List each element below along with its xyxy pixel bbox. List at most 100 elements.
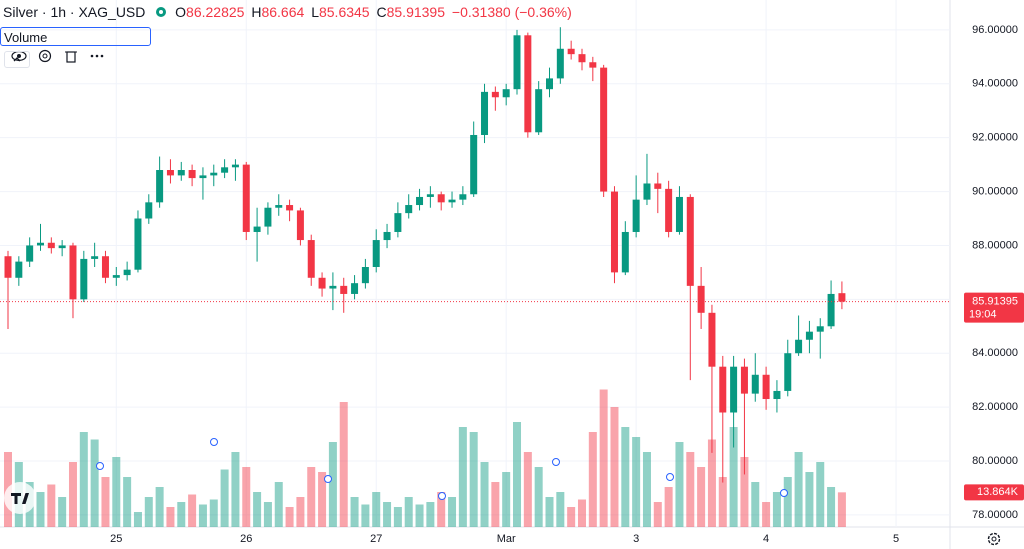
candle-body — [827, 293, 835, 327]
volume-bar — [621, 427, 630, 527]
volume-bar — [740, 457, 749, 527]
y-tick-label: 96.00000 — [972, 24, 1018, 36]
volume-label: Volume — [4, 30, 48, 45]
volume-bar — [642, 452, 651, 527]
volume-bar — [393, 507, 402, 527]
candle-body — [719, 366, 727, 413]
candle-body — [654, 183, 662, 189]
x-tick-label: 5 — [893, 533, 899, 545]
candle-body — [112, 275, 120, 278]
high-value: 86.664 — [261, 4, 305, 20]
volume-bar — [383, 502, 392, 527]
candle-body — [665, 188, 673, 232]
gear-hole — [991, 536, 997, 542]
volume-bar — [523, 452, 532, 527]
l-label: L — [311, 4, 319, 20]
volume-bar — [610, 407, 619, 527]
volume-bar — [458, 427, 467, 527]
volume-bar — [491, 482, 500, 527]
volume-bar — [339, 402, 348, 527]
volume-bar — [112, 457, 121, 527]
candle-body — [600, 67, 608, 192]
y-tick-label: 84.00000 — [972, 347, 1018, 359]
volume-bar — [816, 462, 825, 527]
c-label: C — [376, 4, 387, 20]
volume-bar — [296, 497, 305, 527]
volume-bar — [794, 452, 803, 527]
chevron — [13, 57, 21, 62]
candle-body — [762, 374, 770, 400]
volume-bar — [653, 502, 662, 527]
volume-bar — [242, 467, 251, 527]
volume-legend[interactable]: Volume — [0, 27, 151, 63]
candle-body — [177, 170, 185, 176]
candle-body — [697, 285, 705, 313]
settings-button[interactable] — [987, 532, 1001, 546]
candle-body — [643, 183, 651, 200]
candle-body — [394, 213, 402, 232]
volume-bar — [577, 499, 586, 527]
volume-bar — [79, 432, 88, 527]
volume-bar — [328, 442, 337, 527]
x-tick-label: 26 — [240, 533, 252, 545]
collapse-button[interactable] — [4, 51, 30, 68]
volume-bar — [177, 502, 186, 527]
volume-bar — [783, 477, 792, 527]
candle-body — [372, 240, 380, 268]
candle-body — [91, 256, 99, 259]
volume-bar — [198, 504, 207, 527]
candle-body — [708, 312, 716, 367]
candle-body — [610, 191, 618, 273]
candle-body — [242, 164, 250, 232]
x-tick-label: 25 — [110, 533, 122, 545]
candle-body — [296, 210, 304, 241]
volume-bar — [220, 469, 229, 527]
h-label: H — [251, 4, 262, 20]
volume-bar — [545, 497, 554, 527]
volume-bar — [772, 492, 781, 527]
y-tick-label: 82.00000 — [972, 401, 1018, 413]
candle-body — [805, 331, 813, 340]
candle-body — [491, 91, 499, 98]
candle-body — [383, 231, 391, 241]
countdown: 19:04 — [969, 309, 997, 321]
volume-bar — [426, 502, 435, 527]
candle-body — [329, 285, 337, 289]
candle-body — [4, 256, 12, 278]
candle-body — [795, 339, 803, 354]
candle-body — [318, 277, 326, 289]
volume-bar — [480, 462, 489, 527]
volume-bar — [318, 472, 327, 527]
volume-bar — [827, 487, 836, 527]
volume-bar — [58, 497, 67, 527]
candle-body — [632, 199, 640, 232]
candle-body — [448, 199, 456, 203]
candle-body — [361, 267, 369, 284]
candle-body — [730, 366, 738, 413]
volume-bar — [47, 484, 56, 527]
event-marker — [780, 489, 788, 497]
candle-body — [751, 374, 759, 394]
symbol-title: Silver · 1h · XAG_USD — [3, 4, 146, 20]
candle-body — [275, 205, 283, 208]
logo-bg — [4, 482, 36, 514]
candle-body — [513, 35, 521, 90]
volume-bar — [350, 497, 359, 527]
volume-bar — [469, 432, 478, 527]
candle-body — [470, 134, 478, 195]
volume-bar — [231, 452, 240, 527]
candle-body — [621, 231, 629, 273]
volume-bar — [686, 452, 695, 527]
candle-body — [80, 258, 88, 300]
x-tick-label: 3 — [633, 533, 639, 545]
volume-bar — [415, 504, 424, 527]
candle-body — [36, 242, 44, 246]
candle-body — [589, 62, 597, 68]
volume-bar — [556, 492, 565, 527]
volume-bar — [534, 467, 543, 527]
tv-logo — [4, 482, 36, 514]
candle-body — [221, 167, 229, 173]
volume-bar — [437, 492, 446, 527]
candle-body — [535, 89, 543, 133]
